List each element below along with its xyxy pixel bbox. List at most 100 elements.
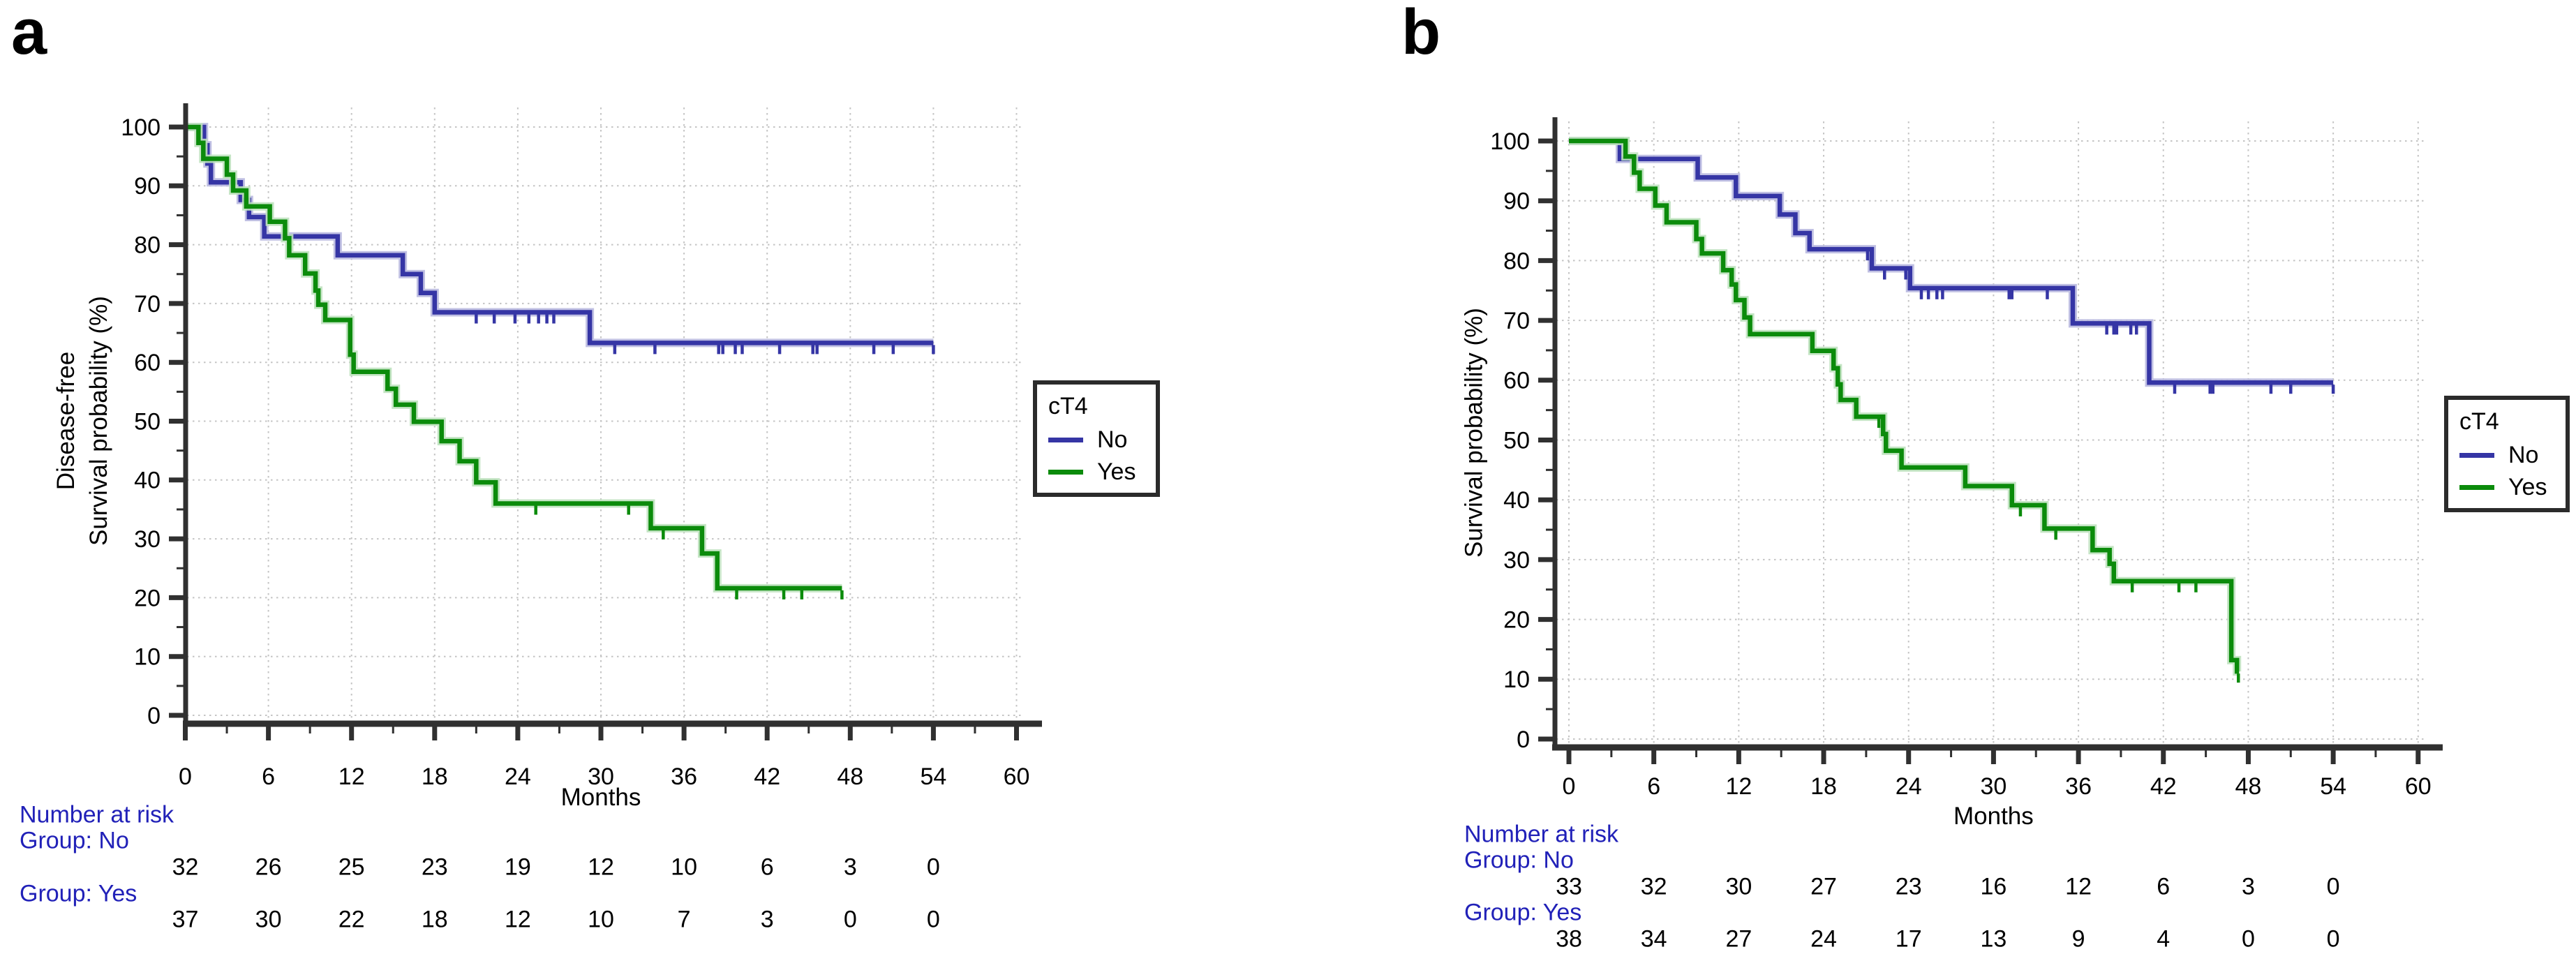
risk-count: 12: [588, 854, 614, 881]
risk-count: 3: [843, 854, 857, 881]
y-axis-title-line: Survival probability (%): [85, 296, 112, 546]
risk-count: 9: [2071, 925, 2085, 953]
legend-item-yes: Yes: [2459, 473, 2554, 501]
svg-text:0: 0: [179, 763, 192, 790]
svg-text:20: 20: [134, 585, 161, 611]
risk-table-header: Number at risk: [20, 801, 174, 828]
legend-line-swatch-no: [1048, 437, 1083, 442]
svg-text:18: 18: [422, 763, 448, 790]
risk-count: 10: [588, 906, 614, 933]
legend-item-no: No: [2459, 441, 2554, 469]
panel-letter-a: a: [11, 0, 47, 68]
risk-group-label-no: Group: No: [20, 827, 129, 854]
risk-count: 27: [1810, 873, 1837, 900]
svg-text:12: 12: [338, 763, 365, 790]
panel-letter-b: b: [1401, 0, 1441, 68]
risk-count: 0: [2326, 925, 2340, 953]
legend-line-swatch-no: [2459, 452, 2494, 458]
svg-text:60: 60: [1004, 763, 1030, 790]
risk-count: 0: [926, 906, 940, 933]
risk-count: 23: [421, 854, 448, 881]
svg-text:18: 18: [1810, 773, 1837, 800]
svg-text:80: 80: [134, 232, 161, 259]
risk-count: 18: [421, 906, 448, 933]
y-axis-title-line: Disease-free: [52, 351, 80, 491]
svg-text:30: 30: [1980, 773, 2007, 800]
risk-count: 32: [1640, 873, 1667, 900]
y-axis-title: Disease-free Survival probability (%): [50, 296, 116, 546]
svg-text:36: 36: [2065, 773, 2092, 800]
svg-text:48: 48: [2235, 773, 2262, 800]
risk-count: 26: [255, 854, 282, 881]
risk-count: 0: [926, 854, 940, 881]
svg-text:30: 30: [588, 763, 614, 790]
x-axis-title: Months: [560, 784, 641, 811]
svg-text:10: 10: [1503, 666, 1530, 693]
risk-count: 0: [2326, 873, 2340, 900]
svg-text:36: 36: [671, 763, 697, 790]
risk-group-label-yes: Group: Yes: [1464, 899, 1582, 926]
legend-title: cT4: [2459, 408, 2499, 435]
risk-group-label-yes: Group: Yes: [20, 880, 137, 907]
svg-text:50: 50: [134, 408, 161, 435]
svg-text:50: 50: [1503, 427, 1530, 454]
risk-count: 0: [843, 906, 857, 933]
svg-text:60: 60: [2405, 773, 2432, 800]
risk-count: 32: [172, 854, 199, 881]
svg-text:90: 90: [1503, 188, 1530, 215]
risk-count: 6: [760, 854, 774, 881]
risk-count: 23: [1895, 873, 1922, 900]
svg-text:6: 6: [262, 763, 275, 790]
legend-line-swatch-yes: [1048, 469, 1083, 475]
risk-count: 19: [504, 854, 531, 881]
risk-count: 6: [2157, 873, 2171, 900]
risk-count: 34: [1640, 925, 1667, 953]
svg-text:24: 24: [505, 763, 531, 790]
svg-text:10: 10: [134, 644, 161, 671]
risk-count: 33: [1556, 873, 1582, 900]
svg-text:42: 42: [2150, 773, 2177, 800]
svg-text:90: 90: [134, 173, 161, 200]
risk-count: 4: [2157, 925, 2171, 953]
svg-text:40: 40: [134, 468, 161, 494]
risk-table-header: Number at risk: [1464, 821, 1619, 848]
svg-text:70: 70: [1503, 308, 1530, 334]
risk-count: 37: [172, 906, 199, 933]
svg-text:48: 48: [837, 763, 863, 790]
risk-count: 30: [255, 906, 282, 933]
svg-text:40: 40: [1503, 487, 1530, 514]
legend-title: cT4: [1048, 393, 1088, 419]
risk-count: 12: [504, 906, 531, 933]
risk-count: 13: [1980, 925, 2007, 953]
svg-text:54: 54: [920, 763, 946, 790]
risk-count: 24: [1810, 925, 1837, 953]
risk-count: 3: [760, 906, 774, 933]
svg-text:80: 80: [1503, 248, 1530, 274]
svg-text:6: 6: [1647, 773, 1660, 800]
risk-count: 38: [1556, 925, 1582, 953]
svg-text:24: 24: [1896, 773, 1922, 800]
legend-box: cT4 No Yes: [2444, 396, 2570, 512]
legend-item-no: No: [1048, 426, 1145, 454]
risk-count: 27: [1725, 925, 1752, 953]
y-axis-title-line: Survival probability (%): [1460, 308, 1488, 558]
risk-count: 25: [338, 854, 365, 881]
x-axis-title: Months: [1953, 803, 2034, 830]
legend-line-swatch-yes: [2459, 484, 2494, 490]
risk-count: 0: [2241, 925, 2255, 953]
svg-text:12: 12: [1725, 773, 1752, 800]
svg-text:60: 60: [1503, 368, 1530, 394]
svg-text:30: 30: [1503, 547, 1530, 574]
svg-text:100: 100: [121, 114, 161, 141]
svg-text:100: 100: [1490, 128, 1530, 155]
risk-count: 10: [671, 854, 697, 881]
legend-box: cT4 No Yes: [1033, 380, 1160, 497]
risk-count: 12: [2065, 873, 2092, 900]
risk-count: 16: [1980, 873, 2007, 900]
risk-count: 17: [1895, 925, 1922, 953]
legend-item-yes: Yes: [1048, 458, 1145, 486]
y-axis-title: Survival probability (%): [1457, 308, 1490, 558]
svg-text:54: 54: [2320, 773, 2346, 800]
svg-text:42: 42: [754, 763, 780, 790]
